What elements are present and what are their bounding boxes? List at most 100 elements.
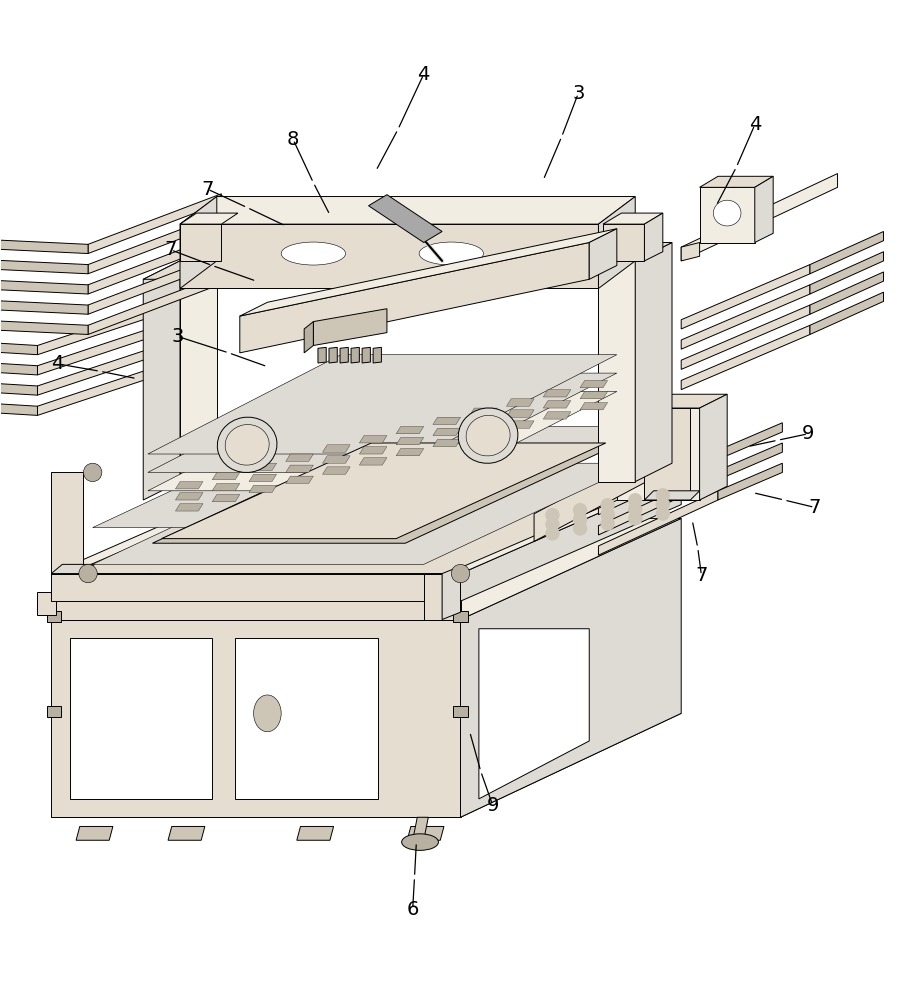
Polygon shape xyxy=(0,240,88,254)
Polygon shape xyxy=(38,342,170,395)
Circle shape xyxy=(657,507,670,520)
Ellipse shape xyxy=(253,695,281,732)
Polygon shape xyxy=(70,480,665,574)
Text: 4: 4 xyxy=(52,354,64,373)
Polygon shape xyxy=(682,265,810,329)
Polygon shape xyxy=(700,394,728,500)
Polygon shape xyxy=(180,224,599,288)
Text: 3: 3 xyxy=(572,84,585,103)
Polygon shape xyxy=(599,471,718,535)
Polygon shape xyxy=(534,436,682,541)
Polygon shape xyxy=(359,458,387,465)
Circle shape xyxy=(629,512,642,525)
Polygon shape xyxy=(286,465,313,472)
Text: 3: 3 xyxy=(171,327,183,346)
Ellipse shape xyxy=(466,415,510,456)
Text: 4: 4 xyxy=(749,115,761,134)
Text: 4: 4 xyxy=(417,65,430,84)
Polygon shape xyxy=(88,194,221,254)
Polygon shape xyxy=(603,213,663,224)
Polygon shape xyxy=(599,261,635,482)
Polygon shape xyxy=(52,574,460,601)
Polygon shape xyxy=(88,234,221,294)
Polygon shape xyxy=(304,322,313,353)
Ellipse shape xyxy=(171,514,235,550)
Ellipse shape xyxy=(714,200,741,226)
Polygon shape xyxy=(470,419,497,426)
Polygon shape xyxy=(810,252,883,294)
Polygon shape xyxy=(212,483,239,491)
Polygon shape xyxy=(175,493,203,500)
Polygon shape xyxy=(180,197,635,224)
Polygon shape xyxy=(407,826,444,840)
Polygon shape xyxy=(180,224,221,261)
Polygon shape xyxy=(318,347,326,363)
Polygon shape xyxy=(38,301,170,355)
Polygon shape xyxy=(617,394,728,408)
Polygon shape xyxy=(580,380,608,388)
Polygon shape xyxy=(52,564,95,574)
Polygon shape xyxy=(38,592,56,615)
Polygon shape xyxy=(460,518,682,817)
Polygon shape xyxy=(52,597,460,620)
Polygon shape xyxy=(507,399,534,406)
Text: 8: 8 xyxy=(287,130,299,149)
Polygon shape xyxy=(239,243,589,353)
Polygon shape xyxy=(470,408,497,415)
Polygon shape xyxy=(718,443,782,480)
Text: 7: 7 xyxy=(809,498,821,517)
Polygon shape xyxy=(0,321,88,334)
Polygon shape xyxy=(212,494,239,502)
Polygon shape xyxy=(682,243,700,261)
Polygon shape xyxy=(0,403,38,415)
Polygon shape xyxy=(543,390,571,397)
Polygon shape xyxy=(351,347,359,363)
Polygon shape xyxy=(507,421,534,428)
Polygon shape xyxy=(543,412,571,419)
Polygon shape xyxy=(175,504,203,511)
Polygon shape xyxy=(144,261,216,279)
Text: 7: 7 xyxy=(202,180,214,199)
Polygon shape xyxy=(580,403,608,410)
Polygon shape xyxy=(52,477,682,574)
Polygon shape xyxy=(249,485,276,493)
Circle shape xyxy=(629,503,642,516)
Text: 9: 9 xyxy=(486,796,499,815)
Polygon shape xyxy=(322,467,350,474)
Circle shape xyxy=(629,494,642,507)
Polygon shape xyxy=(682,325,810,390)
Ellipse shape xyxy=(459,408,518,463)
Polygon shape xyxy=(479,629,589,799)
Polygon shape xyxy=(38,322,170,375)
Polygon shape xyxy=(373,347,381,363)
Text: 9: 9 xyxy=(802,424,814,443)
Polygon shape xyxy=(543,401,571,408)
Polygon shape xyxy=(249,463,276,471)
Polygon shape xyxy=(286,476,313,483)
Circle shape xyxy=(451,564,470,583)
Circle shape xyxy=(601,508,614,521)
Polygon shape xyxy=(413,817,428,840)
Polygon shape xyxy=(161,443,606,539)
Polygon shape xyxy=(460,477,682,601)
Polygon shape xyxy=(93,426,640,528)
Polygon shape xyxy=(433,439,460,447)
Polygon shape xyxy=(70,638,212,799)
Polygon shape xyxy=(297,826,333,840)
Circle shape xyxy=(657,498,670,511)
Polygon shape xyxy=(442,566,460,620)
Ellipse shape xyxy=(296,493,358,529)
Polygon shape xyxy=(718,463,782,500)
Polygon shape xyxy=(599,197,635,288)
Circle shape xyxy=(657,489,670,502)
Polygon shape xyxy=(322,445,350,452)
Circle shape xyxy=(546,518,559,531)
Polygon shape xyxy=(718,423,782,460)
Polygon shape xyxy=(249,474,276,482)
Polygon shape xyxy=(148,355,617,454)
Circle shape xyxy=(574,513,587,526)
Polygon shape xyxy=(148,373,617,472)
Polygon shape xyxy=(153,445,617,543)
Circle shape xyxy=(84,463,102,482)
Polygon shape xyxy=(368,195,442,243)
